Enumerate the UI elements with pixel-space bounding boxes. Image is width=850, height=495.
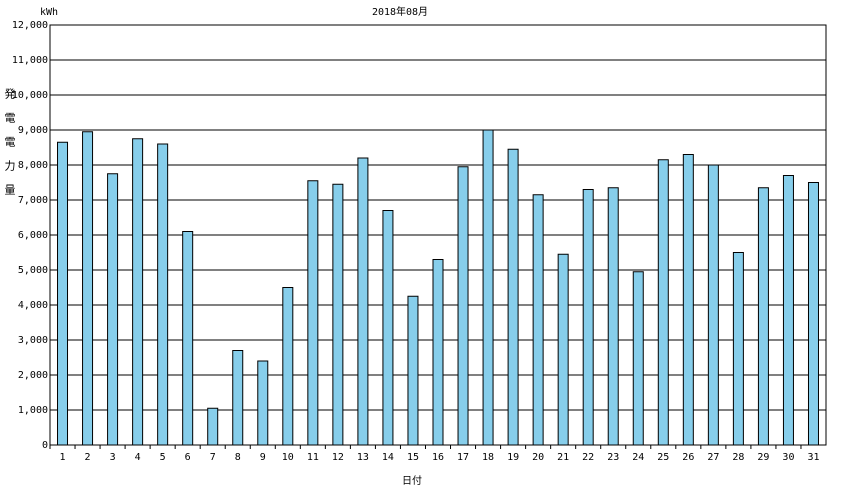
- x-tick-label: 26: [682, 452, 694, 463]
- bar: [507, 148, 519, 446]
- x-tick-label: 30: [782, 452, 794, 463]
- bar: [432, 259, 444, 446]
- x-tick-label: 9: [260, 452, 266, 463]
- bar: [582, 189, 594, 446]
- x-tick-label: 24: [632, 452, 644, 463]
- x-tick-label: 23: [607, 452, 619, 463]
- y-tick-label: 11,000: [12, 55, 48, 66]
- y-tick-label: 0: [42, 440, 48, 451]
- bar: [282, 287, 294, 446]
- x-tick-label: 6: [185, 452, 191, 463]
- bar: [657, 159, 669, 446]
- bar: [332, 183, 344, 446]
- x-tick-label: 1: [60, 452, 66, 463]
- x-tick-label: 31: [807, 452, 819, 463]
- x-tick-label: 27: [707, 452, 719, 463]
- x-tick-label: 15: [407, 452, 419, 463]
- y-tick-label: 10,000: [12, 90, 48, 101]
- bar: [532, 194, 544, 446]
- x-axis-label: 日付: [402, 474, 422, 487]
- x-tick-label: 5: [160, 452, 166, 463]
- y-tick-label: 8,000: [18, 160, 48, 171]
- y-tick-label: 12,000: [12, 20, 48, 31]
- bar: [482, 129, 494, 446]
- x-tick-label: 2: [85, 452, 91, 463]
- bar: [382, 210, 394, 446]
- x-tick-label: 17: [457, 452, 469, 463]
- x-tick-label: 16: [432, 452, 444, 463]
- bar: [407, 295, 419, 446]
- bar: [632, 271, 644, 446]
- bar: [157, 143, 169, 446]
- x-tick-label: 25: [657, 452, 669, 463]
- bar: [257, 360, 269, 446]
- x-tick-label: 4: [135, 452, 141, 463]
- bar: [782, 175, 794, 446]
- x-tick-label: 18: [482, 452, 494, 463]
- y-tick-label: 7,000: [18, 195, 48, 206]
- x-tick-label: 28: [732, 452, 744, 463]
- x-tick-label: 21: [557, 452, 569, 463]
- y-axis-label: 発電電力量: [3, 88, 16, 208]
- y-tick-label: 6,000: [18, 230, 48, 241]
- bar: [307, 180, 319, 446]
- unit-label: kWh: [40, 7, 58, 18]
- bar: [182, 231, 194, 446]
- bar: [57, 141, 69, 446]
- x-tick-label: 11: [307, 452, 319, 463]
- bar: [682, 154, 694, 446]
- bar: [732, 252, 744, 446]
- x-tick-label: 7: [210, 452, 216, 463]
- x-tick-label: 3: [110, 452, 116, 463]
- x-tick-label: 13: [357, 452, 369, 463]
- y-tick-label: 4,000: [18, 300, 48, 311]
- x-tick-label: 29: [757, 452, 769, 463]
- bar: [457, 166, 469, 446]
- x-tick-label: 12: [332, 452, 344, 463]
- y-tick-label: 9,000: [18, 125, 48, 136]
- bar: [107, 173, 119, 446]
- bar: [557, 253, 569, 446]
- x-tick-label: 8: [235, 452, 241, 463]
- bar: [82, 131, 94, 446]
- x-tick-label: 10: [282, 452, 294, 463]
- chart-title: 2018年08月: [372, 5, 428, 18]
- bar: [607, 187, 619, 446]
- bar: [707, 164, 719, 446]
- bar: [357, 157, 369, 446]
- bar: [207, 407, 219, 446]
- bar: [232, 350, 244, 446]
- x-tick-label: 22: [582, 452, 594, 463]
- y-tick-label: 5,000: [18, 265, 48, 276]
- x-tick-label: 19: [507, 452, 519, 463]
- x-tick-label: 14: [382, 452, 394, 463]
- bar: [807, 182, 819, 446]
- y-tick-label: 3,000: [18, 335, 48, 346]
- x-tick-label: 20: [532, 452, 544, 463]
- y-tick-label: 2,000: [18, 370, 48, 381]
- y-tick-label: 1,000: [18, 405, 48, 416]
- bar: [132, 138, 144, 446]
- bar: [757, 187, 769, 446]
